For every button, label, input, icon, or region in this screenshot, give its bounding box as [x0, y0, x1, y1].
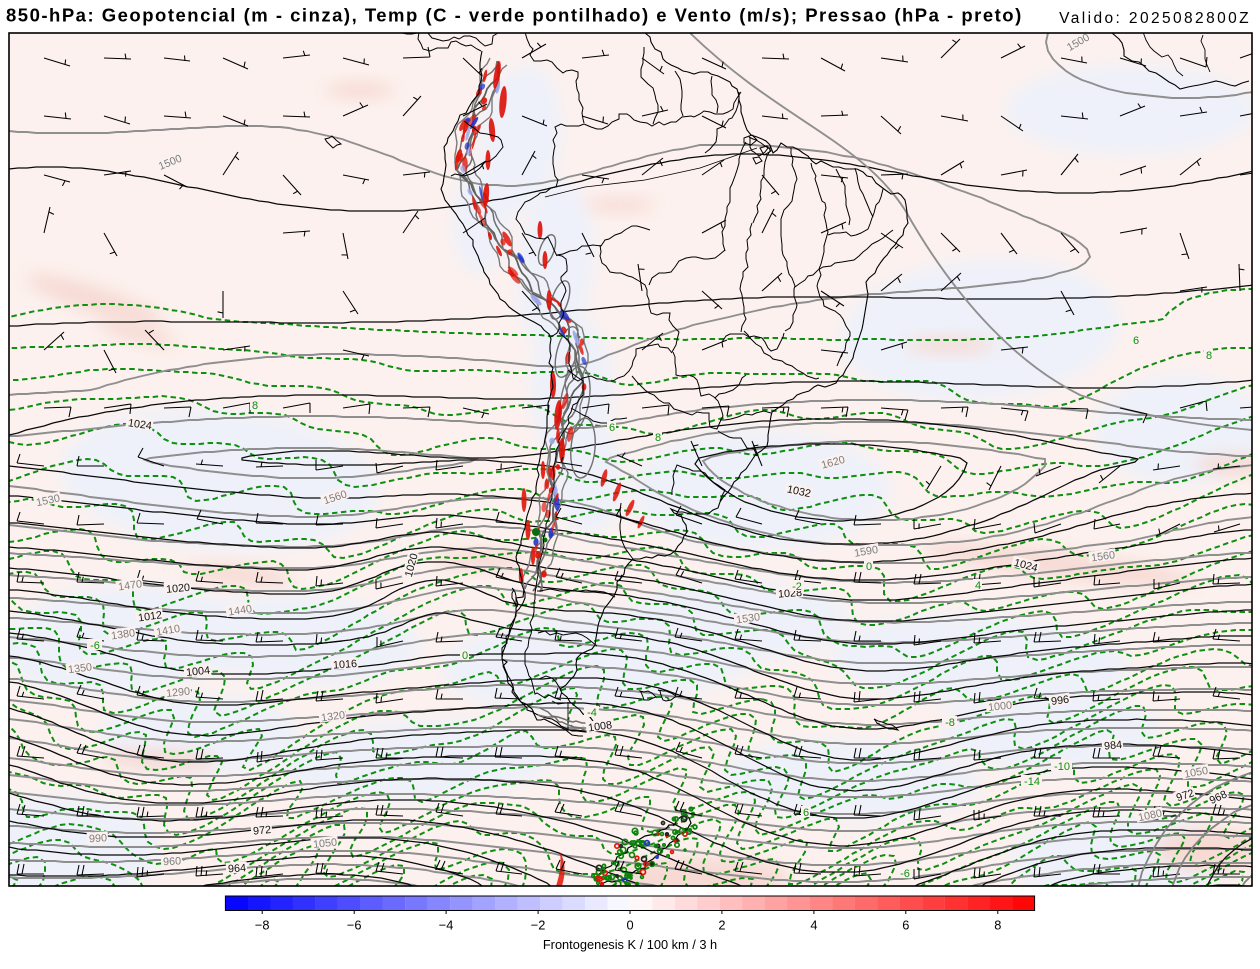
svg-text:1000: 1000 [988, 700, 1013, 714]
svg-text:990: 990 [89, 832, 108, 845]
svg-text:0: 0 [626, 918, 633, 933]
svg-text:964: 964 [228, 862, 247, 875]
svg-text:1024: 1024 [1013, 557, 1039, 575]
svg-text:1530: 1530 [35, 492, 61, 509]
svg-text:2: 2 [718, 918, 725, 933]
svg-text:1080: 1080 [1137, 807, 1163, 824]
svg-text:984: 984 [1104, 739, 1123, 753]
svg-text:972: 972 [253, 824, 272, 838]
svg-text:1320: 1320 [320, 709, 345, 724]
svg-text:-14: -14 [1024, 776, 1040, 788]
svg-text:-4: -4 [587, 707, 597, 719]
svg-text:996: 996 [1050, 694, 1070, 708]
svg-text:1050: 1050 [1183, 765, 1209, 781]
svg-text:1530: 1530 [735, 611, 760, 626]
svg-text:972: 972 [1175, 787, 1196, 804]
svg-text:1620: 1620 [820, 454, 846, 472]
svg-text:1590: 1590 [853, 544, 879, 560]
svg-text:−6: −6 [347, 918, 362, 933]
svg-text:850-hPa: Geopotencial (m - cin: 850-hPa: Geopotencial (m - cinza), Temp … [6, 5, 1023, 26]
svg-text:-6: -6 [900, 868, 910, 880]
svg-text:−8: −8 [255, 918, 270, 933]
svg-text:1560: 1560 [1090, 549, 1115, 564]
svg-text:Frontogenesis K / 100 km / 3 h: Frontogenesis K / 100 km / 3 h [543, 937, 717, 952]
svg-text:1020: 1020 [166, 582, 191, 596]
svg-text:1024: 1024 [127, 417, 152, 432]
svg-text:-10: -10 [1054, 761, 1070, 773]
svg-text:1350: 1350 [67, 661, 92, 676]
svg-text:−4: −4 [439, 918, 454, 933]
svg-text:1440: 1440 [227, 603, 253, 619]
svg-text:Valido: 2025082800Z: Valido: 2025082800Z [1059, 10, 1251, 27]
svg-text:-2: -2 [792, 581, 802, 593]
svg-text:4: 4 [810, 918, 817, 933]
svg-text:1050: 1050 [313, 837, 338, 851]
svg-text:6: 6 [803, 807, 809, 819]
svg-text:0: 0 [462, 650, 468, 662]
svg-text:-8: -8 [945, 717, 955, 729]
svg-text:6: 6 [1133, 335, 1139, 347]
svg-text:1020: 1020 [403, 552, 421, 578]
svg-text:8: 8 [252, 400, 258, 412]
svg-text:6: 6 [902, 918, 909, 933]
svg-text:1016: 1016 [333, 658, 358, 672]
svg-text:4: 4 [975, 580, 981, 592]
svg-text:1004: 1004 [186, 665, 211, 679]
svg-text:1470: 1470 [117, 578, 142, 593]
svg-text:0: 0 [866, 561, 872, 573]
svg-text:6: 6 [609, 422, 615, 434]
svg-text:1008: 1008 [587, 719, 612, 734]
svg-text:1410: 1410 [155, 623, 181, 639]
svg-text:1032: 1032 [786, 483, 812, 500]
svg-text:1012: 1012 [137, 609, 162, 624]
svg-text:1380: 1380 [110, 627, 135, 642]
svg-text:−2: −2 [531, 918, 546, 933]
svg-text:1290: 1290 [166, 686, 191, 700]
svg-text:8: 8 [655, 432, 661, 444]
svg-text:-6: -6 [90, 640, 100, 652]
svg-text:8: 8 [1206, 350, 1212, 362]
svg-text:960: 960 [163, 855, 182, 868]
svg-text:8: 8 [994, 918, 1001, 933]
